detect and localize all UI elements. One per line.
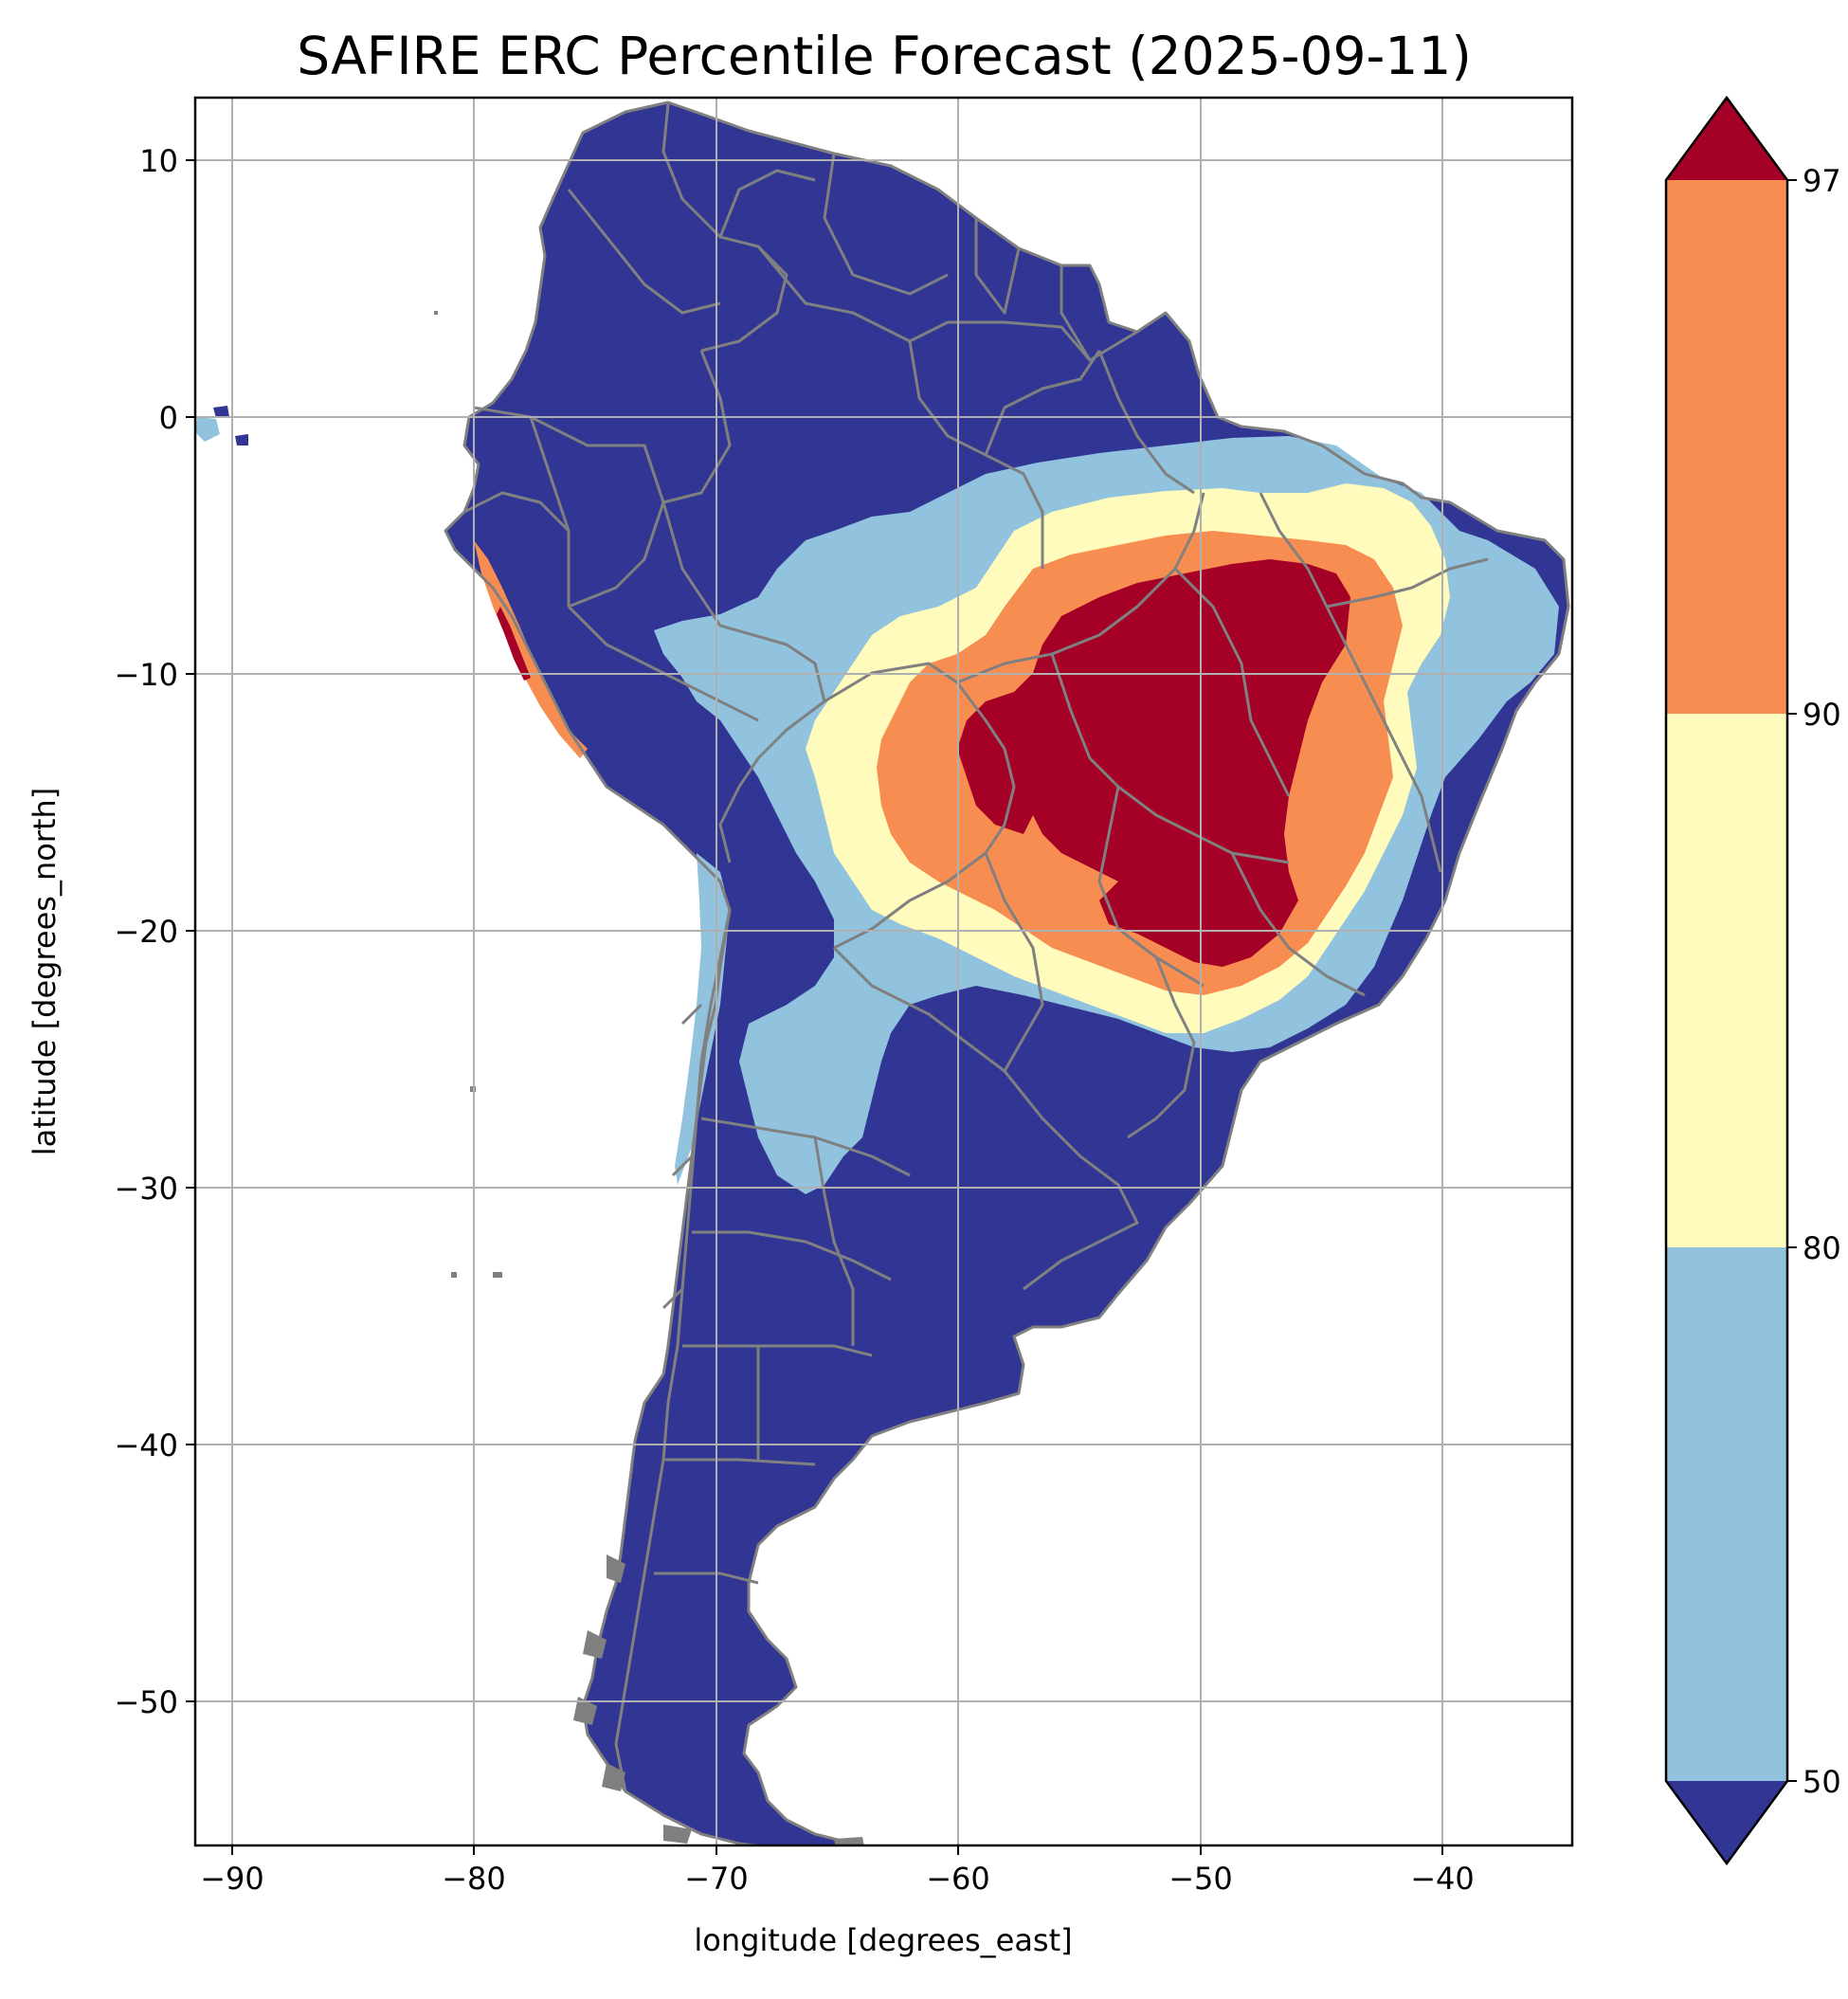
chart-title: SAFIRE ERC Percentile Forecast (2025-09-… [297,26,1472,86]
border-argentina-brazil-uruguay [1003,1070,1139,1291]
state-border-brazil-7 [1230,852,1366,997]
y-tick-label: −10 [114,657,178,693]
coast-percentile-above-97 [497,607,531,681]
state-border-brazil-2 [1173,567,1291,797]
border-peru-bolivia [718,700,825,863]
island [583,1630,607,1659]
colorbar-tick-label: 50 [1803,1764,1841,1800]
island [493,1272,502,1278]
y-tick-label: −50 [114,1684,178,1720]
province-border-argentina-5 [654,1572,759,1585]
x-tick-label: −40 [1410,1861,1475,1897]
border-paraguay-brazil [984,852,1044,1072]
border-colombia-internal [567,189,721,315]
state-border-brazil-1 [956,492,1205,684]
x-tick-label: −90 [200,1861,264,1897]
border-bolivia-brazil [824,662,1016,854]
border-suriname-french-guiana [1060,265,1092,361]
island [451,1272,457,1278]
colorbar-extend-top [1666,98,1787,180]
island [834,1837,864,1845]
map-frame [193,96,1574,1847]
y-tick-label: 0 [159,400,178,436]
coast-percentile-90-97 [474,540,588,758]
island [213,406,229,418]
y-tick-label: −40 [114,1427,178,1463]
province-border-argentina-4 [663,1458,816,1466]
island [235,434,248,445]
border-peru-brazil [661,501,826,702]
y-tick-label: −30 [114,1171,178,1207]
y-axis-label: latitude [degrees_north] [27,788,63,1156]
border-chile-argentina [614,909,732,1792]
state-border-brazil-3 [1050,653,1290,864]
province-border-argentina-6 [813,1136,855,1346]
island [434,311,438,315]
colorbar-tick-label: 80 [1803,1230,1841,1266]
border-colombia-ecuador-peru [473,406,665,609]
border-bolivia-paraguay [833,851,987,950]
island [602,1763,625,1791]
island [607,1554,625,1583]
colorbar-tick-label: 97 [1803,163,1841,199]
state-border-brazil-11 [984,350,1101,456]
border-argentina-paraguay [832,946,1006,1073]
colorbar-band-80-90 [1666,714,1787,1247]
galapagos-islands [195,417,220,442]
border-venezuela-guyana [823,153,949,296]
state-border-brazil-12 [1097,350,1195,495]
island [573,1697,597,1725]
state-border-brazil-5 [1326,557,1489,609]
province-border-argentina-3 [682,1344,873,1357]
province-border-argentina-2 [692,1230,892,1281]
y-tick-label: 10 [139,143,178,179]
colorbar: 97 90 80 50 [1664,95,1841,1866]
colorbar-extend-bottom [1666,1781,1787,1863]
x-tick-label: −80 [442,1861,506,1897]
coastline [444,100,1570,1845]
colorbar-band-50-80 [1666,1247,1787,1781]
state-border-brazil-9 [1127,956,1196,1139]
state-border-brazil-8 [1382,719,1442,873]
island [663,1825,692,1844]
border-colombia-brazil [662,350,732,504]
x-tick-label: −70 [684,1861,749,1897]
colorbar-tick-label: 90 [1803,697,1841,733]
x-axis-label: longitude [degrees_east] [694,1922,1072,1958]
y-tick-label: −20 [114,914,178,950]
colorbar-band-90-97 [1666,180,1787,714]
border-chile-internal [661,1003,703,1310]
admin-borders [444,100,1570,1845]
border-peru-internal-1 [529,416,571,532]
border-venezuela-brazil [756,245,1138,362]
map-layers [195,98,1572,1845]
map-axes: −90 −80 −70 −60 −50 −40 longitude [degre… [27,96,1574,1958]
y-axis: 10 0 −10 −20 −30 −40 −50 latitude [degre… [27,143,195,1720]
x-axis: −90 −80 −70 −60 −50 −40 longitude [degre… [200,1845,1475,1958]
gridlines [195,98,1572,1845]
x-tick-label: −60 [926,1861,990,1897]
state-border-brazil-6 [1097,786,1205,988]
border-guyana-suriname [974,218,1021,315]
border-ecuador-peru [463,491,571,607]
border-venezuela-internal [718,169,816,238]
x-tick-label: −50 [1169,1861,1233,1897]
